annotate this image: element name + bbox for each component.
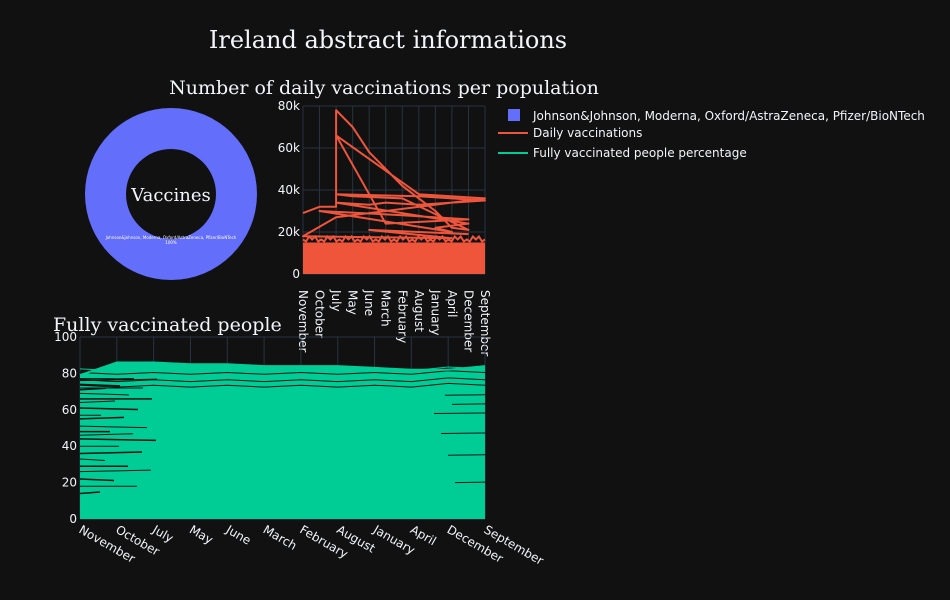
fully-chart-title: Fully vaccinated people bbox=[53, 314, 282, 336]
fully-gap-streak bbox=[433, 412, 486, 414]
pie-slice-label: Johnson&Johnson, Moderna, Oxford/AstraZe… bbox=[105, 235, 237, 240]
figure-title: Ireland abstract informations bbox=[209, 26, 567, 54]
daily-y-tick-label: 40k bbox=[278, 183, 300, 197]
fully-overlap-line bbox=[79, 377, 486, 383]
daily-x-tick-label: August bbox=[412, 290, 426, 332]
legend-item-fully-vaccinated[interactable]: Fully vaccinated people percentage bbox=[498, 146, 747, 160]
fully-overlap-line bbox=[79, 373, 486, 379]
fully-gap-streak bbox=[447, 454, 486, 456]
legend-item-daily-vaccinations[interactable]: Daily vaccinations bbox=[498, 126, 642, 140]
daily-series bbox=[302, 109, 486, 275]
fully-gap-streak bbox=[440, 432, 486, 434]
fully-y-tick-label: 100 bbox=[54, 330, 77, 344]
fully-overlap-line bbox=[79, 380, 486, 385]
daily-x-tick-label: April bbox=[445, 290, 459, 317]
pie-slice-percent: 100% bbox=[165, 240, 177, 245]
fully-gap-streak bbox=[79, 425, 148, 429]
daily-x-tick-label: December bbox=[461, 290, 475, 352]
daily-chart-title: Number of daily vaccinations per populat… bbox=[169, 77, 599, 99]
legend-label-vaccines: Johnson&Johnson, Moderna, Oxford/AstraZe… bbox=[532, 109, 925, 123]
legend-item-vaccines[interactable]: Johnson&Johnson, Moderna, Oxford/AstraZe… bbox=[508, 109, 925, 123]
daily-y-tick-label: 60k bbox=[278, 141, 300, 155]
fully-gap-streak bbox=[454, 481, 486, 484]
legend-swatch-vaccines bbox=[508, 109, 520, 121]
daily-x-tick-label: October bbox=[313, 290, 327, 338]
daily-x-tick-label: February bbox=[395, 290, 409, 343]
daily-x-tick-label: July bbox=[329, 289, 343, 312]
fully-gap-streak bbox=[79, 469, 152, 473]
fully-gap-streak bbox=[79, 438, 157, 442]
fully-y-axis: 0 20 40 60 80 100 bbox=[54, 330, 77, 526]
fully-gap-streak bbox=[79, 458, 106, 461]
daily-x-tick-label: May bbox=[346, 290, 360, 315]
fully-gap-streak bbox=[79, 416, 125, 420]
fully-gap-streak bbox=[79, 392, 130, 396]
daily-y-axis: 0 20k 40k 60k 80k bbox=[278, 99, 300, 281]
fully-y-tick-label: 60 bbox=[62, 403, 77, 417]
fully-y-tick-label: 20 bbox=[62, 476, 77, 490]
fully-gap-streak bbox=[444, 394, 486, 396]
daily-x-tick-label: March bbox=[379, 290, 393, 327]
vaccines-donut-chart: Vaccines Johnson&Johnson, Moderna, Oxfor… bbox=[85, 108, 257, 280]
fully-gap-streak bbox=[79, 478, 115, 482]
daily-vaccinations-line[interactable] bbox=[302, 109, 486, 240]
fully-gap-streak bbox=[79, 407, 139, 411]
fully-gap-streak bbox=[79, 451, 143, 455]
daily-area-fill[interactable] bbox=[303, 242, 485, 275]
fully-area-fill[interactable] bbox=[80, 362, 485, 520]
fully-gap-streak bbox=[79, 433, 134, 436]
daily-vaccinations-chart: Number of daily vaccinations per populat… bbox=[169, 77, 599, 356]
fully-gap-streak bbox=[79, 383, 121, 387]
daily-y-tick-label: 20k bbox=[278, 225, 300, 239]
fully-y-tick-label: 80 bbox=[62, 366, 77, 380]
legend: Johnson&Johnson, Moderna, Oxford/AstraZe… bbox=[498, 109, 925, 160]
fully-overlap-line bbox=[79, 370, 486, 375]
daily-y-tick-label: 0 bbox=[292, 267, 300, 281]
fully-vaccinated-line[interactable] bbox=[79, 361, 486, 377]
fully-gap-streak bbox=[79, 387, 107, 391]
daily-x-tick-label: November bbox=[296, 290, 310, 352]
daily-y-tick-label: 80k bbox=[278, 99, 300, 113]
fully-y-tick-label: 40 bbox=[62, 439, 77, 453]
fully-gap-streak bbox=[451, 403, 486, 405]
pie-slice-all-vaccines[interactable] bbox=[85, 108, 257, 280]
fully-y-tick-label: 0 bbox=[69, 512, 77, 526]
fully-series bbox=[79, 361, 486, 520]
legend-label-fully: Fully vaccinated people percentage bbox=[533, 146, 747, 160]
daily-x-tick-label: June bbox=[362, 289, 376, 316]
fully-gap-streak bbox=[79, 491, 101, 495]
daily-x-tick-label: January bbox=[428, 289, 442, 336]
donut-center-label: Vaccines bbox=[130, 185, 210, 206]
fully-gap-streak bbox=[79, 400, 116, 404]
legend-label-daily: Daily vaccinations bbox=[533, 126, 642, 140]
fully-overlap-line bbox=[79, 382, 486, 388]
daily-x-tick-label: September bbox=[478, 290, 492, 356]
